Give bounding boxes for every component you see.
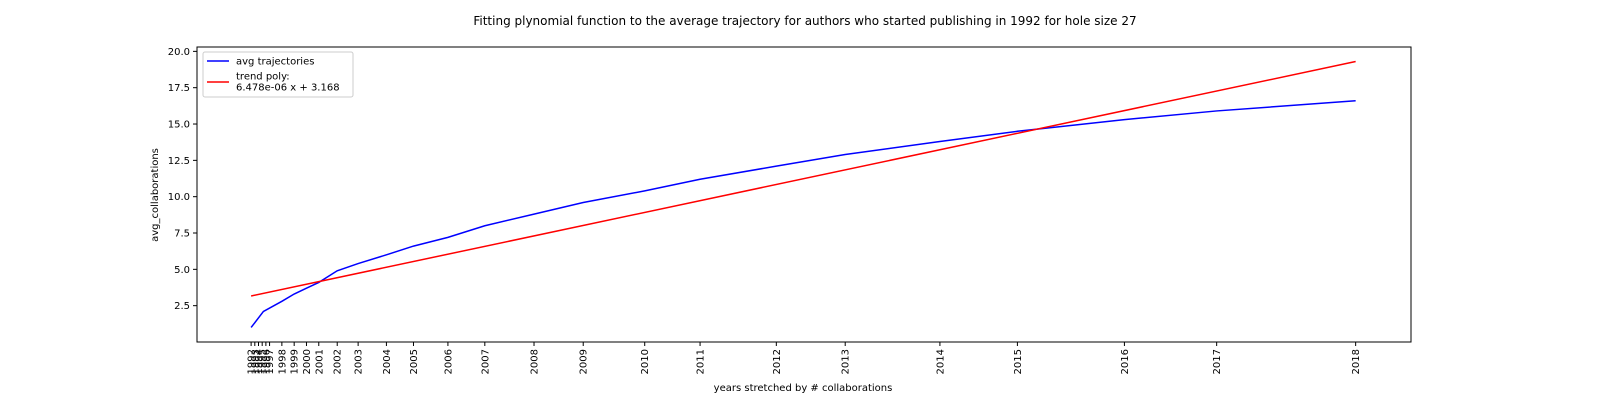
series-line-trend-poly	[250, 60, 1356, 297]
x-tick-label: 2011	[696, 349, 707, 374]
x-tick-label: 2001	[314, 349, 325, 374]
x-tick-label: 2004	[382, 349, 393, 374]
x-tick-label: 2007	[480, 349, 491, 374]
y-tick-label: 15.0	[168, 120, 190, 131]
x-tick-label: 1998	[277, 349, 288, 374]
x-tick-label: 2000	[302, 349, 313, 374]
x-axis-label: years stretched by # collaborations	[714, 383, 893, 394]
y-tick-label: 5.0	[174, 265, 190, 276]
y-tick-label: 17.5	[168, 83, 190, 94]
x-tick-label: 2013	[841, 349, 852, 374]
y-axis: 2.5 5.0 7.5 10.0 12.5 15.0 17.5 20.0	[168, 47, 197, 312]
legend: avg trajectories trend poly:6.478e-06 x +…	[202, 51, 354, 98]
x-tick-label: 2006	[443, 349, 454, 374]
x-tick-label: 2005	[409, 349, 420, 374]
x-tick-label: 1999	[290, 349, 301, 374]
x-tick-label: 2003	[354, 349, 365, 374]
y-tick-label: 2.5	[174, 301, 190, 312]
legend-label-avg-trajectories: avg trajectories	[236, 57, 314, 68]
plot-area	[250, 60, 1356, 328]
x-tick-label: 2016	[1120, 349, 1131, 374]
x-tick-label: 1993	[250, 349, 261, 374]
x-tick-label: 2017	[1212, 349, 1223, 374]
y-tick-label: 7.5	[174, 229, 190, 240]
legend-box	[202, 51, 354, 98]
y-axis-label: avg_collaborations	[150, 148, 161, 242]
x-tick-label: 2012	[772, 349, 783, 374]
x-tick-label: 2002	[333, 349, 344, 374]
legend-label-trend-poly: trend poly:	[236, 72, 290, 83]
chart-title: Fitting plynomial function to the averag…	[473, 14, 1136, 28]
y-tick-label: 10.0	[168, 192, 190, 203]
x-tick-label: 1997	[265, 349, 276, 374]
series-line-avg-trajectories	[250, 100, 1356, 328]
y-tick-label: 20.0	[168, 47, 190, 58]
x-tick-label: 2009	[579, 349, 590, 374]
x-tick-label: 1992	[247, 349, 258, 374]
legend-label-trend-poly: 6.478e-06 x + 3.168	[236, 83, 340, 94]
x-tick-label: 1994	[254, 349, 265, 374]
plot-frame	[196, 46, 1412, 343]
x-tick-label: 1996	[261, 349, 272, 374]
x-tick-label: 2015	[1013, 349, 1024, 374]
x-tick-label: 2018	[1351, 349, 1362, 374]
x-tick-label: 1995	[258, 349, 269, 374]
x-tick-label: 2010	[640, 349, 651, 374]
y-tick-label: 12.5	[168, 156, 190, 167]
x-tick-label: 2014	[935, 349, 946, 374]
x-tick-label: 2008	[530, 349, 541, 374]
